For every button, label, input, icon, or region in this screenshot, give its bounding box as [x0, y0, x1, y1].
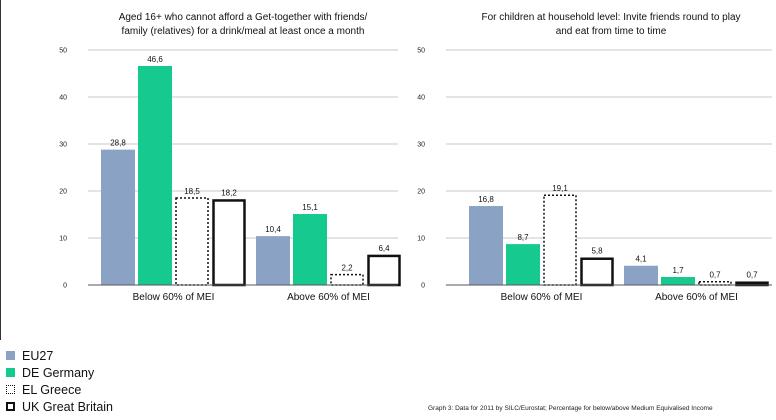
chart1-bar-uk-below [212, 199, 246, 287]
legend-item-germany: DE Germany [6, 364, 113, 381]
legend-swatch-greece [6, 385, 15, 394]
chart2-category-above: Above 60% of MEI [655, 292, 738, 303]
chart1-title-line-1: Aged 16+ who cannot afford a Get-togethe… [119, 12, 368, 23]
chart2-bar-greece-above [698, 280, 732, 286]
chart1-bar-greece-below [175, 197, 209, 286]
legend-label-uk: UK Great Britain [22, 399, 114, 414]
chart1-category-below: Below 60% of MEI [133, 292, 215, 303]
chart2-title-line-1: For children at household level: Invite … [481, 12, 740, 23]
legend-label-greece: EL Greece [22, 382, 82, 397]
chart2-bar-eu27-below [469, 206, 503, 285]
chart1-ytick-40: 40 [59, 95, 67, 102]
legend-swatch-germany [6, 368, 15, 377]
chart2-bar-uk-below [580, 257, 614, 287]
legend-swatch-eu27 [6, 351, 15, 360]
chart1-label-greece-below: 18,5 [184, 187, 200, 196]
charts-canvas: Aged 16+ who cannot afford a Get-togethe… [59, 12, 772, 303]
chart1-ytick-20: 20 [59, 189, 67, 196]
chart1-bar-germany-below [138, 65, 172, 285]
chart2-label-uk-below: 5,8 [591, 247, 603, 256]
chart1-label-eu27-above: 10,4 [265, 225, 281, 234]
chart1-bar-eu27-above [256, 236, 290, 285]
graph-caption: Graph 3: Data for 2011 by SILC/Eurostat;… [428, 405, 713, 412]
chart2-ytick-10: 10 [417, 236, 425, 243]
chart1-title-line-2: family (relatives) for a drink/meal at l… [122, 26, 365, 37]
legend-label-germany: DE Germany [22, 365, 95, 380]
chart2-label-germany-below: 8,7 [517, 233, 529, 242]
chart2-label-greece-above: 0,7 [709, 271, 721, 280]
chart2-ytick-30: 30 [417, 142, 425, 149]
chart2-bar-germany-above [661, 277, 695, 285]
chart1-bar-greece-above [330, 273, 364, 286]
chart2-ytick-20: 20 [417, 189, 425, 196]
chart2-title-line-2: and eat from time to time [556, 26, 667, 37]
chart2-bar-eu27-above [624, 265, 658, 285]
chart1-bar-germany-above [293, 214, 327, 285]
chart1-label-germany-above: 15,1 [302, 203, 318, 212]
chart1-ytick-50: 50 [59, 48, 67, 55]
chart1-label-eu27-below: 28,8 [110, 139, 126, 148]
chart2-bar-greece-below [543, 194, 577, 286]
chart1-ytick-0: 0 [63, 283, 67, 290]
chart2-label-eu27-above: 4,1 [635, 255, 647, 264]
chart2-label-germany-above: 1,7 [672, 266, 684, 275]
chart2-label-greece-below: 19,1 [552, 184, 568, 193]
legend-swatch-uk [6, 402, 15, 411]
chart2-ytick-0: 0 [421, 283, 425, 290]
legend: EU27 DE Germany EL Greece UK Great Brita… [6, 347, 113, 415]
legend-item-greece: EL Greece [6, 381, 113, 398]
chart1-label-germany-below: 46,6 [147, 55, 163, 64]
chart1-label-uk-above: 6,4 [378, 244, 390, 253]
legend-item-eu27: EU27 [6, 347, 113, 364]
chart1-ytick-30: 30 [59, 142, 67, 149]
chart2-label-eu27-below: 16,8 [478, 195, 494, 204]
chart2-bar-germany-below [506, 244, 540, 285]
chart1-bar-uk-above [367, 254, 401, 287]
chart1-label-greece-above: 2,2 [341, 264, 353, 273]
chart1-label-uk-below: 18,2 [221, 188, 237, 197]
chart1-ytick-10: 10 [59, 236, 67, 243]
chart1-bar-eu27-below [101, 149, 135, 285]
chart2-category-below: Below 60% of MEI [501, 292, 583, 303]
chart1-category-above: Above 60% of MEI [287, 292, 370, 303]
legend-item-uk: UK Great Britain [6, 398, 113, 415]
chart2-ytick-40: 40 [417, 95, 425, 102]
legend-label-eu27: EU27 [22, 348, 54, 363]
left-border-line [0, 0, 1, 340]
chart2-label-uk-above: 0,7 [746, 271, 758, 280]
chart2-ytick-50: 50 [417, 48, 425, 55]
